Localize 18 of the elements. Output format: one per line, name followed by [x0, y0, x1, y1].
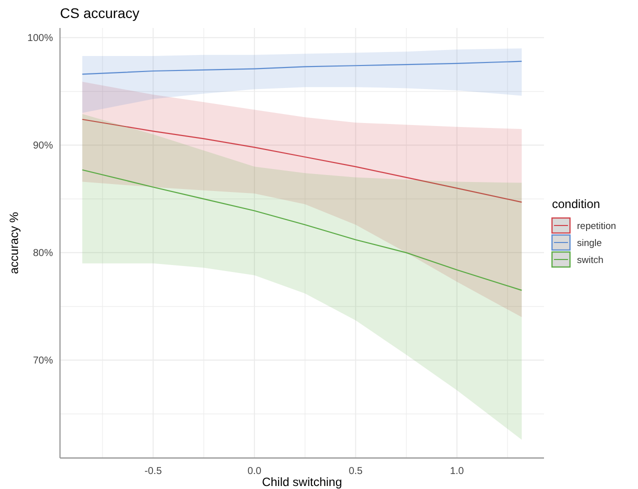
- y-axis-title: accuracy %: [7, 212, 21, 274]
- y-tick-label: 70%: [32, 356, 54, 367]
- legend-title: condition: [552, 197, 600, 211]
- legend-label: repetition: [577, 221, 616, 232]
- y-tick-label: 80%: [32, 248, 54, 260]
- x-tick-label: 0.5: [348, 466, 364, 477]
- legend-label: single: [577, 238, 602, 249]
- line-series: [82, 169, 522, 291]
- line-series: [82, 118, 522, 203]
- y-tick-label: 90%: [32, 140, 54, 152]
- legend-label: switch: [577, 255, 604, 266]
- x-tick-label: 1.0: [450, 466, 464, 477]
- x-axis-title: Child switching: [262, 475, 342, 489]
- x-tick-label: -0.5: [144, 466, 162, 477]
- line-series: [82, 60, 522, 75]
- x-tick-label: 0.0: [247, 466, 262, 477]
- chart-title: CS accuracy: [60, 5, 140, 21]
- y-tick-label: 100%: [27, 33, 54, 44]
